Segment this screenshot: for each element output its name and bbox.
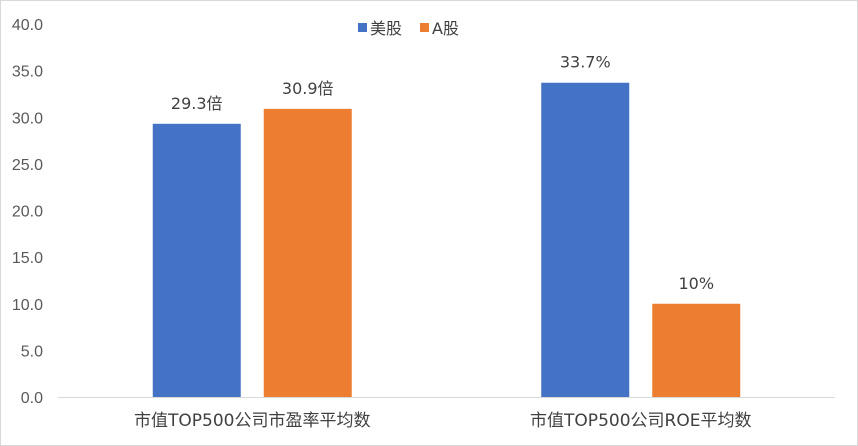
y-tick-label: 20.0 — [12, 204, 43, 221]
legend-swatch — [420, 23, 429, 32]
x-category-label: 市值TOP500公司市盈率平均数 — [134, 411, 370, 431]
y-tick-label: 40.0 — [12, 17, 43, 34]
bar-a-share-roe — [652, 303, 741, 397]
y-tick-label: 5.0 — [21, 343, 43, 360]
legend-label: 美股 — [370, 19, 402, 38]
y-tick-label: 25.0 — [12, 157, 43, 174]
y-tick-label: 0.0 — [21, 390, 43, 407]
legend-swatch — [358, 23, 367, 32]
bar-us-pe — [152, 123, 241, 397]
legend-label: A股 — [432, 19, 459, 38]
y-tick-label: 30.0 — [12, 110, 43, 127]
data-label: 30.9倍 — [282, 79, 334, 98]
y-tick-label: 35.0 — [12, 64, 43, 81]
bar-a-share-pe — [263, 108, 352, 398]
x-category-label: 市值TOP500公司ROE平均数 — [530, 411, 751, 431]
bar-us-roe — [541, 82, 630, 397]
data-label: 29.3倍 — [171, 94, 223, 113]
data-label: 10% — [678, 274, 714, 293]
y-tick-label: 10.0 — [12, 297, 43, 314]
data-label: 33.7% — [560, 53, 611, 72]
y-tick-label: 15.0 — [12, 250, 43, 267]
